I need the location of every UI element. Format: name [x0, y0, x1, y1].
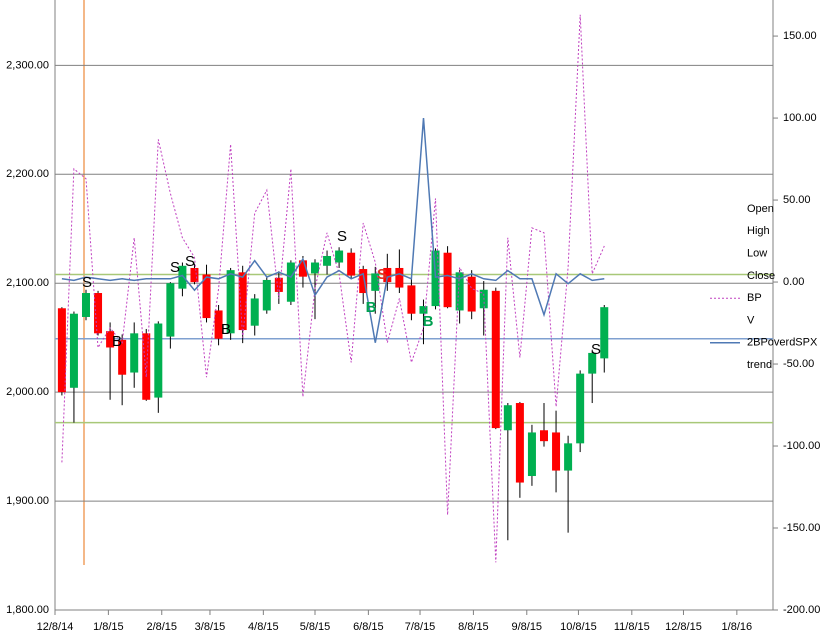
legend-label: Low	[747, 248, 767, 260]
candle-body	[491, 290, 500, 429]
candle-body	[552, 432, 561, 471]
y2-tick-label: 100.00	[783, 112, 817, 124]
y2-tick-label: -100.00	[783, 440, 820, 452]
candle-body	[226, 270, 235, 334]
x-tick-label: 9/8/15	[511, 621, 542, 633]
x-tick-label: 1/8/15	[93, 621, 124, 633]
candle-body	[359, 269, 368, 294]
candle-body	[503, 405, 512, 431]
candle-body	[250, 298, 259, 326]
candle-body	[262, 279, 271, 311]
candle-body	[286, 262, 295, 302]
candle-body	[190, 267, 199, 283]
y2-tick-label: 50.00	[783, 194, 811, 206]
series-line	[61, 14, 605, 563]
y2-tick-label: -200.00	[783, 604, 820, 616]
legend-label: Close	[747, 270, 775, 282]
annotation: B	[366, 299, 377, 316]
y2-tick-label: -150.00	[783, 522, 820, 534]
legend-label: BP	[747, 292, 762, 304]
x-tick-label: 12/8/15	[665, 621, 702, 633]
annotation: B	[423, 313, 434, 330]
candle-body	[323, 255, 332, 266]
candle-body	[467, 276, 476, 312]
annotation: S	[337, 228, 347, 245]
candle-body	[166, 283, 175, 337]
candle-body	[310, 262, 319, 274]
x-tick-label: 12/8/14	[37, 621, 74, 633]
candle-body	[335, 250, 344, 263]
annotation: S	[185, 253, 195, 270]
legend-label: High	[747, 225, 770, 237]
y-tick-label: 2,300.00	[6, 59, 49, 71]
candle-body	[154, 323, 163, 398]
annotation: B	[221, 321, 231, 338]
y2-tick-label: 150.00	[783, 30, 817, 42]
legend-label: 2BPoverdSPX	[747, 337, 818, 349]
x-tick-label: 1/8/16	[722, 621, 753, 633]
candle-body	[106, 331, 115, 348]
candle-body	[178, 265, 187, 289]
candle-body	[142, 333, 151, 400]
candle-body	[600, 307, 609, 359]
x-tick-label: 4/8/15	[248, 621, 279, 633]
x-tick-label: 8/8/15	[458, 621, 489, 633]
candle-body	[69, 313, 78, 388]
candle-body	[515, 403, 524, 483]
candle-body	[576, 373, 585, 444]
y2-tick-label: 0.00	[783, 276, 804, 288]
candle-body	[455, 272, 464, 311]
candle-body	[371, 273, 380, 291]
legend-label: V	[747, 314, 755, 326]
y2-tick-label: -50.00	[783, 358, 814, 370]
candle-body	[407, 285, 416, 314]
annotation: S	[82, 274, 92, 291]
legend-label: Open	[747, 203, 774, 215]
candle-body	[419, 306, 428, 314]
candle-body	[274, 277, 283, 292]
x-tick-label: 6/8/15	[353, 621, 384, 633]
x-tick-label: 7/8/15	[405, 621, 436, 633]
x-tick-label: 5/8/15	[300, 621, 331, 633]
candle-body	[527, 432, 536, 477]
y-tick-label: 2,000.00	[6, 386, 49, 398]
annotation: S	[170, 259, 180, 276]
x-tick-label: 10/8/15	[560, 621, 597, 633]
annotation: S	[377, 266, 387, 283]
candle-body	[443, 252, 452, 308]
y-tick-label: 1,900.00	[6, 495, 49, 507]
legend-label: trend	[747, 359, 772, 371]
x-tick-label: 2/8/15	[146, 621, 177, 633]
candle-body	[347, 252, 356, 276]
candle-body	[130, 333, 139, 373]
annotation: B	[112, 333, 122, 350]
candle-body	[564, 443, 573, 471]
candle-body	[588, 352, 597, 374]
candle-body	[238, 272, 247, 331]
annotation: S	[591, 341, 601, 358]
candle-body	[539, 430, 548, 442]
series-line	[61, 118, 605, 343]
candle-body	[431, 250, 440, 307]
x-tick-label: 3/8/15	[195, 621, 226, 633]
y-tick-label: 2,200.00	[6, 168, 49, 180]
y-tick-label: 2,100.00	[6, 277, 49, 289]
candle-body	[81, 293, 90, 317]
candle-body	[202, 274, 211, 319]
candle-body	[57, 308, 66, 393]
candle-body	[383, 267, 392, 283]
candle-body	[395, 267, 404, 288]
x-tick-label: 11/8/15	[614, 621, 650, 633]
candle-body	[118, 339, 127, 375]
y-tick-label: 1,800.00	[6, 604, 49, 616]
candle-body	[214, 310, 223, 339]
candle-body	[94, 293, 103, 334]
candle-body	[298, 260, 307, 277]
